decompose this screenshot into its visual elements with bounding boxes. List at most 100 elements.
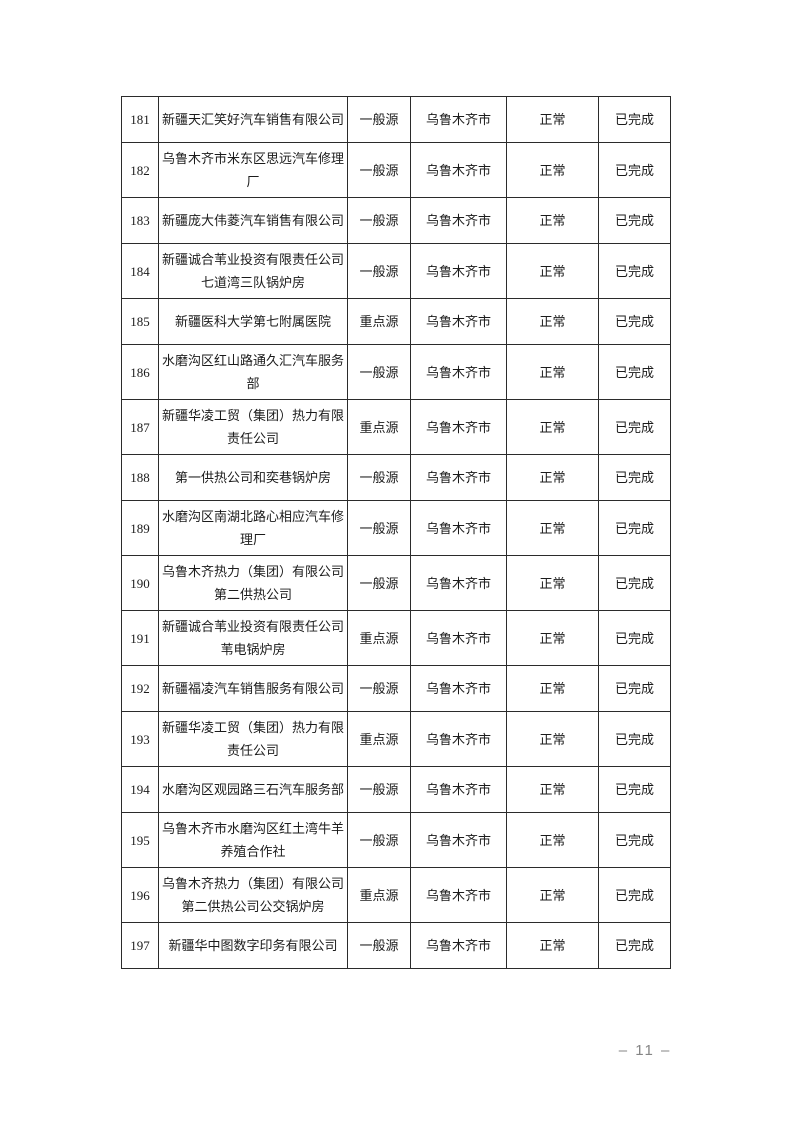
row-number-cell: 190 xyxy=(121,555,159,611)
company-name-cell: 乌鲁木齐热力（集团）有限公司第二供热公司公交锅炉房 xyxy=(158,867,348,923)
page-number: – 11 – xyxy=(618,1042,672,1059)
source-type-cell: 一般源 xyxy=(347,555,411,611)
table-row: 191 新疆诚合苇业投资有限责任公司苇电锅炉房 重点源 乌鲁木齐市 正常 已完成 xyxy=(121,610,671,666)
status-cell: 正常 xyxy=(506,922,599,969)
table-row: 187 新疆华凌工贸（集团）热力有限责任公司 重点源 乌鲁木齐市 正常 已完成 xyxy=(121,399,671,455)
status-cell: 正常 xyxy=(506,96,599,143)
source-type-cell: 一般源 xyxy=(347,197,411,244)
completion-cell: 已完成 xyxy=(598,500,671,556)
status-cell: 正常 xyxy=(506,298,599,345)
status-cell: 正常 xyxy=(506,197,599,244)
status-cell: 正常 xyxy=(506,610,599,666)
company-name-cell: 新疆诚合苇业投资有限责任公司苇电锅炉房 xyxy=(158,610,348,666)
city-cell: 乌鲁木齐市 xyxy=(410,766,507,813)
source-type-cell: 一般源 xyxy=(347,344,411,400)
table-row: 197 新疆华中图数字印务有限公司 一般源 乌鲁木齐市 正常 已完成 xyxy=(121,922,671,969)
status-cell: 正常 xyxy=(506,867,599,923)
table-row: 181 新疆天汇笑好汽车销售有限公司 一般源 乌鲁木齐市 正常 已完成 xyxy=(121,96,671,143)
row-number-cell: 196 xyxy=(121,867,159,923)
status-cell: 正常 xyxy=(506,454,599,501)
status-cell: 正常 xyxy=(506,711,599,767)
company-name-cell: 新疆华凌工贸（集团）热力有限责任公司 xyxy=(158,399,348,455)
row-number-cell: 182 xyxy=(121,142,159,198)
table-row: 193 新疆华凌工贸（集团）热力有限责任公司 重点源 乌鲁木齐市 正常 已完成 xyxy=(121,711,671,767)
completion-cell: 已完成 xyxy=(598,298,671,345)
city-cell: 乌鲁木齐市 xyxy=(410,344,507,400)
table-row: 186 水磨沟区红山路通久汇汽车服务部 一般源 乌鲁木齐市 正常 已完成 xyxy=(121,344,671,400)
status-cell: 正常 xyxy=(506,766,599,813)
row-number-cell: 194 xyxy=(121,766,159,813)
completion-cell: 已完成 xyxy=(598,665,671,712)
completion-cell: 已完成 xyxy=(598,399,671,455)
status-cell: 正常 xyxy=(506,500,599,556)
pollution-source-table: 181 新疆天汇笑好汽车销售有限公司 一般源 乌鲁木齐市 正常 已完成 182 … xyxy=(121,96,671,969)
status-cell: 正常 xyxy=(506,665,599,712)
source-type-cell: 一般源 xyxy=(347,922,411,969)
company-name-cell: 第一供热公司和奕巷锅炉房 xyxy=(158,454,348,501)
source-type-cell: 重点源 xyxy=(347,610,411,666)
table-row: 195 乌鲁木齐市水磨沟区红土湾牛羊养殖合作社 一般源 乌鲁木齐市 正常 已完成 xyxy=(121,812,671,868)
source-type-cell: 一般源 xyxy=(347,142,411,198)
completion-cell: 已完成 xyxy=(598,922,671,969)
row-number-cell: 186 xyxy=(121,344,159,400)
status-cell: 正常 xyxy=(506,399,599,455)
company-name-cell: 新疆庞大伟菱汽车销售有限公司 xyxy=(158,197,348,244)
city-cell: 乌鲁木齐市 xyxy=(410,610,507,666)
row-number-cell: 189 xyxy=(121,500,159,556)
row-number-cell: 181 xyxy=(121,96,159,143)
completion-cell: 已完成 xyxy=(598,610,671,666)
completion-cell: 已完成 xyxy=(598,344,671,400)
company-name-cell: 新疆医科大学第七附属医院 xyxy=(158,298,348,345)
completion-cell: 已完成 xyxy=(598,711,671,767)
row-number-cell: 184 xyxy=(121,243,159,299)
city-cell: 乌鲁木齐市 xyxy=(410,812,507,868)
table-row: 194 水磨沟区观园路三石汽车服务部 一般源 乌鲁木齐市 正常 已完成 xyxy=(121,766,671,813)
company-name-cell: 乌鲁木齐市米东区思远汽车修理厂 xyxy=(158,142,348,198)
city-cell: 乌鲁木齐市 xyxy=(410,500,507,556)
row-number-cell: 197 xyxy=(121,922,159,969)
city-cell: 乌鲁木齐市 xyxy=(410,922,507,969)
completion-cell: 已完成 xyxy=(598,142,671,198)
completion-cell: 已完成 xyxy=(598,867,671,923)
source-type-cell: 一般源 xyxy=(347,96,411,143)
status-cell: 正常 xyxy=(506,142,599,198)
row-number-cell: 183 xyxy=(121,197,159,244)
city-cell: 乌鲁木齐市 xyxy=(410,96,507,143)
source-type-cell: 一般源 xyxy=(347,812,411,868)
company-name-cell: 乌鲁木齐热力（集团）有限公司第二供热公司 xyxy=(158,555,348,611)
company-name-cell: 水磨沟区南湖北路心相应汽车修理厂 xyxy=(158,500,348,556)
table-body: 181 新疆天汇笑好汽车销售有限公司 一般源 乌鲁木齐市 正常 已完成 182 … xyxy=(121,96,671,969)
city-cell: 乌鲁木齐市 xyxy=(410,867,507,923)
completion-cell: 已完成 xyxy=(598,766,671,813)
status-cell: 正常 xyxy=(506,555,599,611)
row-number-cell: 188 xyxy=(121,454,159,501)
city-cell: 乌鲁木齐市 xyxy=(410,197,507,244)
table-row: 190 乌鲁木齐热力（集团）有限公司第二供热公司 一般源 乌鲁木齐市 正常 已完… xyxy=(121,555,671,611)
table-row: 188 第一供热公司和奕巷锅炉房 一般源 乌鲁木齐市 正常 已完成 xyxy=(121,454,671,501)
source-type-cell: 一般源 xyxy=(347,454,411,501)
table-row: 196 乌鲁木齐热力（集团）有限公司第二供热公司公交锅炉房 重点源 乌鲁木齐市 … xyxy=(121,867,671,923)
status-cell: 正常 xyxy=(506,344,599,400)
company-name-cell: 水磨沟区红山路通久汇汽车服务部 xyxy=(158,344,348,400)
company-name-cell: 新疆福凌汽车销售服务有限公司 xyxy=(158,665,348,712)
city-cell: 乌鲁木齐市 xyxy=(410,454,507,501)
company-name-cell: 新疆诚合苇业投资有限责任公司七道湾三队锅炉房 xyxy=(158,243,348,299)
company-name-cell: 水磨沟区观园路三石汽车服务部 xyxy=(158,766,348,813)
table-row: 189 水磨沟区南湖北路心相应汽车修理厂 一般源 乌鲁木齐市 正常 已完成 xyxy=(121,500,671,556)
company-name-cell: 新疆华中图数字印务有限公司 xyxy=(158,922,348,969)
source-type-cell: 重点源 xyxy=(347,298,411,345)
status-cell: 正常 xyxy=(506,812,599,868)
row-number-cell: 191 xyxy=(121,610,159,666)
table-row: 192 新疆福凌汽车销售服务有限公司 一般源 乌鲁木齐市 正常 已完成 xyxy=(121,665,671,712)
company-name-cell: 新疆天汇笑好汽车销售有限公司 xyxy=(158,96,348,143)
source-type-cell: 重点源 xyxy=(347,711,411,767)
source-type-cell: 一般源 xyxy=(347,500,411,556)
city-cell: 乌鲁木齐市 xyxy=(410,665,507,712)
city-cell: 乌鲁木齐市 xyxy=(410,555,507,611)
completion-cell: 已完成 xyxy=(598,96,671,143)
row-number-cell: 185 xyxy=(121,298,159,345)
company-name-cell: 乌鲁木齐市水磨沟区红土湾牛羊养殖合作社 xyxy=(158,812,348,868)
source-type-cell: 一般源 xyxy=(347,665,411,712)
city-cell: 乌鲁木齐市 xyxy=(410,142,507,198)
